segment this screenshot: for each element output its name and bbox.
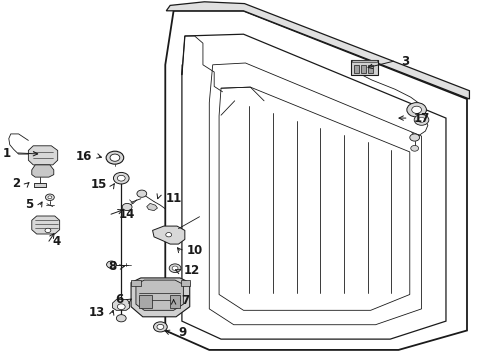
Circle shape bbox=[137, 190, 146, 197]
Circle shape bbox=[116, 315, 126, 322]
Polygon shape bbox=[32, 216, 60, 234]
Text: 7: 7 bbox=[181, 294, 189, 307]
Text: 4: 4 bbox=[52, 235, 60, 248]
Text: 6: 6 bbox=[115, 293, 123, 306]
Polygon shape bbox=[136, 280, 183, 310]
Circle shape bbox=[172, 266, 178, 270]
Circle shape bbox=[106, 261, 116, 268]
Circle shape bbox=[410, 145, 418, 151]
Text: 8: 8 bbox=[108, 260, 116, 273]
Circle shape bbox=[122, 203, 132, 211]
Circle shape bbox=[169, 264, 181, 273]
Polygon shape bbox=[32, 165, 54, 177]
Circle shape bbox=[413, 114, 428, 125]
Polygon shape bbox=[131, 278, 189, 317]
Circle shape bbox=[417, 117, 424, 122]
Text: 5: 5 bbox=[25, 198, 33, 211]
Text: 14: 14 bbox=[118, 208, 134, 221]
Bar bbox=[351, 60, 376, 62]
Bar bbox=[181, 280, 189, 286]
Polygon shape bbox=[152, 226, 184, 244]
Bar bbox=[353, 65, 358, 73]
Bar bbox=[131, 280, 141, 286]
Text: 10: 10 bbox=[186, 244, 203, 257]
Bar bbox=[34, 183, 46, 187]
Polygon shape bbox=[146, 203, 157, 211]
Bar bbox=[139, 295, 151, 308]
Text: 16: 16 bbox=[76, 150, 92, 163]
Circle shape bbox=[409, 134, 419, 141]
Circle shape bbox=[153, 322, 167, 332]
Text: 13: 13 bbox=[89, 306, 105, 319]
Circle shape bbox=[165, 233, 171, 237]
Circle shape bbox=[48, 196, 52, 199]
Circle shape bbox=[411, 106, 421, 113]
Circle shape bbox=[117, 175, 125, 181]
Circle shape bbox=[110, 154, 120, 161]
Bar bbox=[350, 60, 377, 75]
Text: 2: 2 bbox=[12, 177, 20, 190]
Circle shape bbox=[106, 151, 123, 164]
Circle shape bbox=[406, 103, 426, 117]
Circle shape bbox=[45, 194, 54, 201]
Text: 15: 15 bbox=[90, 178, 106, 191]
Bar bbox=[170, 295, 180, 308]
Text: 11: 11 bbox=[165, 192, 181, 204]
Circle shape bbox=[117, 304, 125, 310]
Circle shape bbox=[157, 324, 163, 329]
Polygon shape bbox=[28, 146, 58, 165]
Polygon shape bbox=[112, 300, 129, 310]
Polygon shape bbox=[166, 2, 468, 99]
Text: 1: 1 bbox=[2, 147, 11, 159]
Bar bbox=[367, 65, 372, 73]
Circle shape bbox=[113, 172, 129, 184]
Text: 3: 3 bbox=[400, 55, 408, 68]
Text: 17: 17 bbox=[412, 112, 428, 125]
Circle shape bbox=[45, 228, 51, 233]
Text: 9: 9 bbox=[178, 327, 186, 339]
Text: 12: 12 bbox=[183, 264, 199, 276]
Bar bbox=[360, 65, 365, 73]
